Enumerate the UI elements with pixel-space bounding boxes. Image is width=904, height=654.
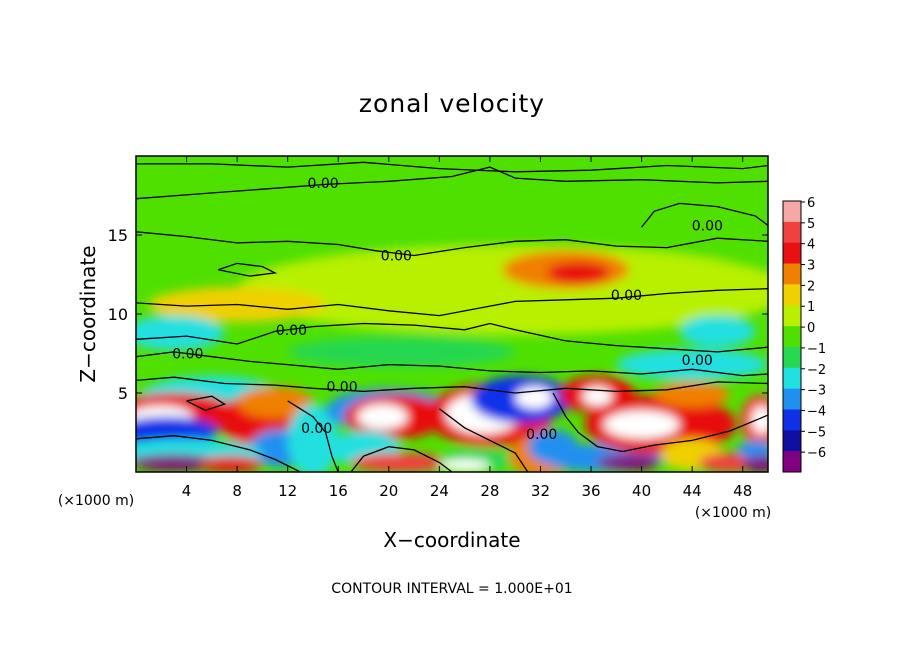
colorbar-label: 1 (807, 300, 815, 315)
contour-line (136, 376, 768, 394)
x-tick-label: 44 (683, 482, 702, 500)
colorbar-label: −5 (807, 425, 826, 440)
x-tick-label: 32 (531, 482, 550, 500)
contour-label: 0.00 (692, 219, 723, 235)
field-patch (597, 454, 661, 471)
x-axis-label: X−coordinate (383, 528, 520, 552)
contour-interval-note: CONTOUR INTERVAL = 1.000E+01 (331, 581, 572, 597)
contour-line (136, 166, 768, 200)
contour-line (136, 351, 768, 377)
contour-line (641, 202, 768, 228)
field-patch (350, 453, 452, 472)
contour-line (217, 262, 278, 277)
field-patch (751, 405, 768, 435)
contour-line (136, 288, 768, 317)
field-patch (287, 404, 339, 472)
colorbar-swatch (783, 430, 801, 452)
colorbar-label: −1 (807, 342, 826, 357)
chart-title: zonal velocity (359, 89, 545, 118)
field-patch (237, 386, 313, 419)
x-tick-label: 36 (581, 482, 600, 500)
field-patch (582, 386, 613, 406)
contour-label: 0.00 (276, 323, 307, 339)
colorbar-label: 5 (807, 217, 815, 232)
colorbar-swatch (783, 242, 801, 264)
colorbar-swatch (783, 367, 801, 389)
field-patch (136, 454, 219, 471)
x-tick-label: 8 (232, 482, 242, 500)
contour-label: 0.00 (381, 249, 412, 265)
colorbar-frame (782, 200, 802, 473)
contour-line (136, 231, 768, 257)
colorbar-swatch (783, 409, 801, 431)
colorbar: 6 5 4 3 2 1 0 −1 −2 −3 −4 −5 −6 (782, 196, 826, 473)
x-tick-label: 48 (733, 482, 752, 500)
x-tick-label: 12 (278, 482, 297, 500)
contour-label: 0.00 (307, 176, 338, 192)
colorbar-swatch (783, 451, 801, 473)
x-tick-label: 40 (632, 482, 651, 500)
field-layer (136, 171, 768, 472)
contour-line (439, 408, 529, 472)
y-tick-label: 5 (118, 384, 128, 403)
x-tick-label: 20 (379, 482, 398, 500)
plot-area: 0.00 0.00 0.00 0.00 0.00 0.00 0.00 0.00 0.00 0.00 (136, 156, 768, 472)
contour-layer (136, 161, 768, 472)
colorbar-swatch (783, 346, 801, 369)
field-patch (679, 315, 756, 348)
colorbar-label: −4 (807, 404, 826, 419)
y-tick-label: 15 (108, 226, 128, 245)
colorbar-label: 3 (807, 259, 815, 274)
colorbar-label: −6 (807, 446, 826, 461)
colorbar-swatch (783, 388, 801, 410)
contour-line (552, 392, 768, 453)
contour-line (186, 395, 227, 412)
contour-line (350, 446, 453, 472)
y-axis: 5 10 15 (108, 226, 768, 403)
colorbar-label: 2 (807, 279, 815, 294)
colorbar-swatch (783, 221, 801, 243)
x-tick-label: 24 (430, 482, 449, 500)
contour-line (136, 322, 768, 353)
x-axis: 4 8 12 16 20 24 28 32 36 40 44 48 (182, 156, 752, 500)
colorbar-label: 0 (807, 321, 815, 336)
field-patch (237, 246, 768, 335)
field-patch (736, 440, 768, 460)
contour-label: 0.00 (611, 288, 642, 304)
contour-line (136, 435, 301, 472)
colorbar-swatch (783, 326, 801, 348)
x-tick-label: 16 (329, 482, 348, 500)
y-tick-label: 10 (108, 305, 128, 324)
field-patch (199, 456, 263, 472)
contour-label: 0.00 (682, 353, 713, 369)
colorbar-swatch (783, 284, 801, 306)
contour-label-layer: 0.00 0.00 0.00 0.00 0.00 0.00 0.00 0.00 0.00 0.00 (172, 176, 723, 443)
field-patch (287, 336, 516, 368)
contour-label: 0.00 (326, 380, 357, 396)
field-patch (136, 315, 225, 351)
x-unit-right: (×1000 m) (695, 505, 771, 521)
field-patch (603, 410, 680, 439)
contour-line (287, 400, 339, 472)
field-patch (546, 261, 611, 284)
colorbar-swatch (783, 305, 801, 327)
x-tick-label: 4 (182, 482, 192, 500)
field-patch (742, 456, 768, 472)
y-axis-label: Z−coordinate (76, 245, 100, 382)
field-patch (439, 459, 490, 472)
contour-label: 0.00 (526, 427, 557, 443)
colorbar-swatch (783, 201, 801, 223)
colorbar-label: 6 (807, 196, 815, 211)
contour-label: 0.00 (172, 347, 203, 363)
x-tick-label: 28 (480, 482, 499, 500)
colorbar-label: −2 (807, 363, 826, 378)
colorbar-swatch (783, 263, 801, 285)
x-unit-left: (×1000 m) (58, 493, 134, 509)
field-patch (357, 404, 408, 430)
colorbar-label: 4 (807, 238, 815, 253)
contour-label: 0.00 (301, 421, 332, 437)
colorbar-label: −3 (807, 384, 826, 399)
